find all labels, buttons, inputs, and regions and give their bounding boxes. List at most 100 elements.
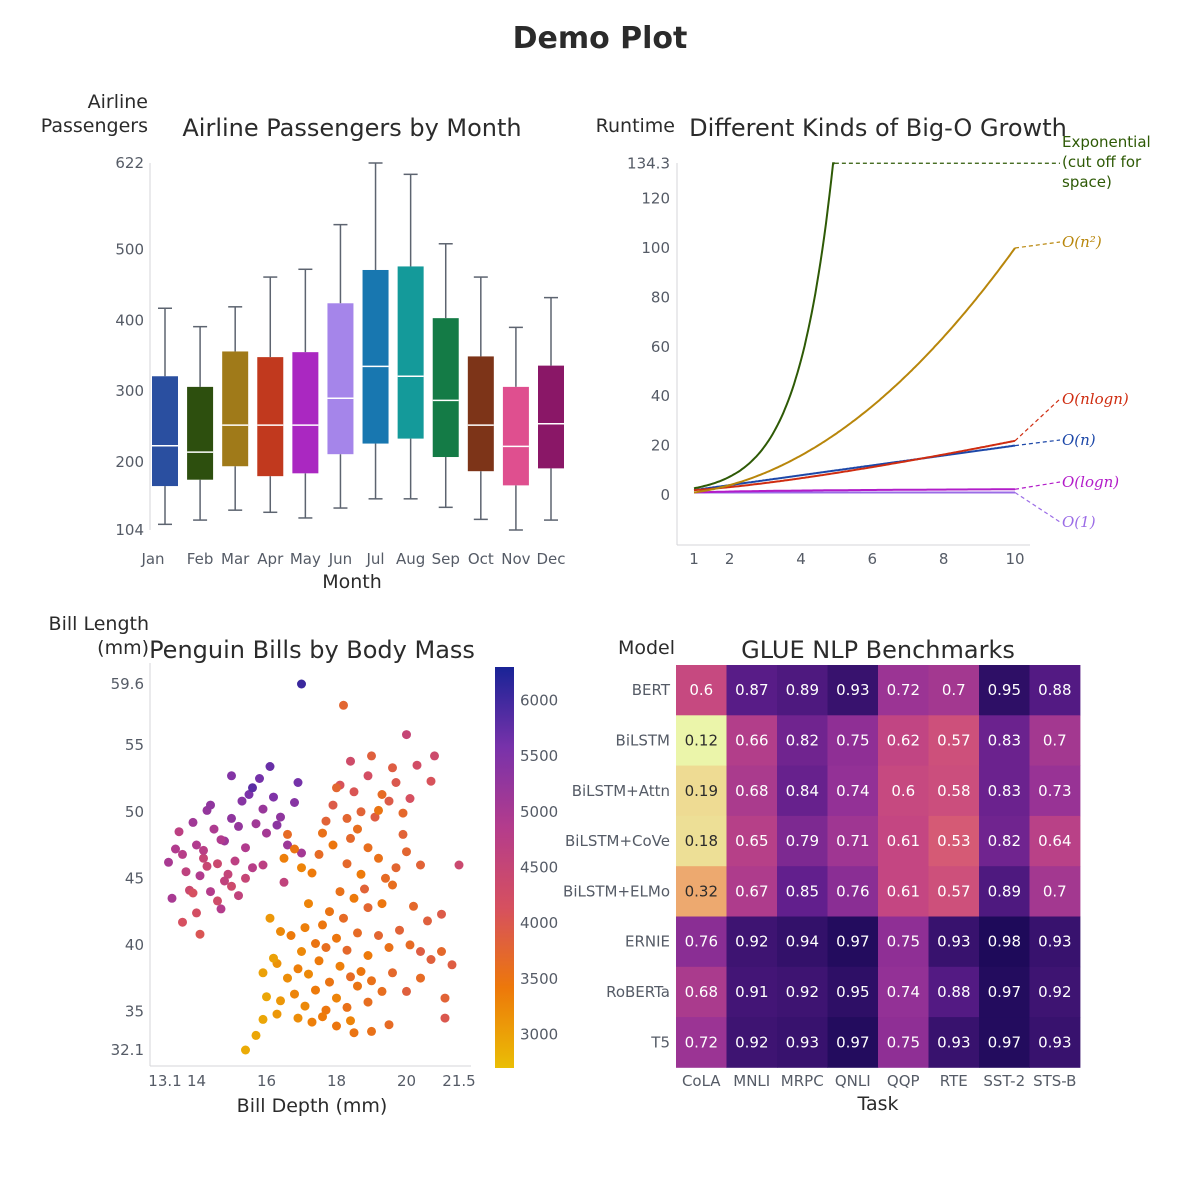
data-point bbox=[430, 751, 439, 761]
heatmap-cell bbox=[726, 715, 778, 766]
heatmap-cell bbox=[878, 1017, 929, 1068]
cell-value: 0.83 bbox=[988, 731, 1021, 749]
heatmap-cell bbox=[726, 1017, 778, 1068]
heatmap-cell bbox=[726, 665, 778, 716]
data-point bbox=[402, 730, 411, 740]
heatmap-cell bbox=[676, 665, 727, 716]
heatmap-cell bbox=[928, 1017, 980, 1068]
box-may bbox=[292, 352, 319, 474]
data-point bbox=[339, 700, 348, 710]
cell-value: 0.58 bbox=[937, 782, 970, 800]
data-point bbox=[388, 763, 397, 773]
row-label: BERT bbox=[632, 681, 671, 699]
data-point bbox=[356, 967, 366, 976]
y-tick-label: 622 bbox=[115, 154, 144, 172]
heatmap-cell bbox=[928, 765, 980, 817]
heatmap-cell bbox=[1029, 916, 1081, 968]
x-axis-label: Month bbox=[322, 571, 382, 593]
x-axis-label: Bill Depth (mm) bbox=[237, 1095, 388, 1117]
data-point bbox=[297, 848, 306, 858]
data-point bbox=[342, 813, 352, 823]
data-point bbox=[293, 778, 303, 787]
cell-value: 0.68 bbox=[685, 983, 718, 1001]
data-point bbox=[258, 860, 268, 870]
cell-value: 0.92 bbox=[735, 933, 768, 951]
heatmap-cell bbox=[878, 765, 929, 817]
heatmap-cell bbox=[676, 765, 727, 817]
data-point bbox=[437, 909, 446, 919]
y-tick-label: 60 bbox=[651, 338, 670, 356]
y-tick-label: 200 bbox=[115, 453, 144, 471]
heatmap-cell bbox=[878, 916, 929, 968]
data-point bbox=[426, 776, 436, 786]
data-point bbox=[381, 873, 390, 883]
y-tick-label: 0 bbox=[660, 486, 670, 504]
heatmap-cell bbox=[928, 715, 980, 766]
cell-value: 0.93 bbox=[786, 1033, 819, 1051]
cell-value: 0.73 bbox=[1038, 782, 1071, 800]
cell-value: 0.98 bbox=[988, 933, 1021, 951]
heatmap-cell bbox=[777, 916, 828, 968]
cell-value: 0.93 bbox=[1038, 933, 1071, 951]
data-point bbox=[199, 853, 208, 863]
data-point bbox=[293, 964, 303, 974]
data-point bbox=[409, 901, 418, 911]
heatmap-cell bbox=[1029, 665, 1081, 716]
data-point bbox=[227, 771, 236, 781]
column-label: MNLI bbox=[733, 1072, 770, 1090]
series-label-leader bbox=[1014, 492, 1061, 523]
x-axis-label: Task bbox=[856, 1093, 898, 1115]
heatmap-cell bbox=[979, 866, 1030, 917]
cell-value: 0.75 bbox=[887, 933, 920, 951]
heatmap-cell bbox=[676, 916, 727, 968]
data-point bbox=[234, 891, 243, 901]
x-tick-label: 10 bbox=[1005, 550, 1024, 568]
colorbar-tick-label: 5000 bbox=[520, 803, 558, 821]
y-tick-label: 40 bbox=[651, 387, 670, 405]
row-label: BiLSTM bbox=[616, 731, 670, 749]
data-point bbox=[349, 1028, 359, 1038]
data-point bbox=[213, 896, 222, 906]
data-point bbox=[349, 893, 359, 903]
y-tick-label: 104 bbox=[115, 521, 144, 539]
data-point bbox=[402, 847, 411, 857]
data-point bbox=[332, 783, 341, 793]
heatmap-cell bbox=[979, 765, 1030, 817]
data-point bbox=[304, 969, 313, 979]
data-point bbox=[311, 939, 320, 948]
cell-value: 0.92 bbox=[735, 1033, 768, 1051]
series-label-leader bbox=[1014, 241, 1061, 249]
data-point bbox=[307, 1017, 317, 1027]
cell-value: 0.93 bbox=[1038, 1033, 1071, 1051]
cell-value: 0.82 bbox=[786, 731, 819, 749]
data-point bbox=[367, 976, 376, 986]
row-label: T5 bbox=[650, 1033, 670, 1051]
cell-value: 0.83 bbox=[988, 782, 1021, 800]
data-point bbox=[223, 869, 233, 879]
box-jun bbox=[327, 303, 354, 455]
data-point bbox=[353, 824, 362, 834]
data-point bbox=[384, 1020, 394, 1030]
data-point bbox=[342, 859, 352, 869]
cell-value: 0.61 bbox=[887, 882, 920, 900]
data-point bbox=[332, 1021, 341, 1031]
data-point bbox=[314, 956, 324, 966]
y-tick-label: 45 bbox=[125, 869, 144, 887]
y-tick-label: 80 bbox=[651, 288, 670, 306]
chart-title: Airline Passengers by Month bbox=[182, 114, 521, 142]
series-line-square bbox=[693, 247, 1016, 494]
y-axis-label: Runtime bbox=[596, 115, 675, 137]
cell-value: 0.7 bbox=[942, 681, 966, 699]
cell-value: 0.75 bbox=[836, 731, 869, 749]
data-point bbox=[398, 808, 408, 818]
cell-value: 0.57 bbox=[937, 882, 970, 900]
heatmap-cell bbox=[979, 966, 1030, 1018]
series-line-linear bbox=[693, 444, 1016, 492]
data-point bbox=[412, 760, 422, 770]
cell-value: 0.68 bbox=[735, 782, 768, 800]
chart-title: GLUE NLP Benchmarks bbox=[741, 636, 1015, 664]
data-point bbox=[342, 1002, 352, 1012]
data-point bbox=[290, 798, 299, 807]
data-point bbox=[346, 1016, 355, 1026]
x-tick-label: 1 bbox=[689, 550, 699, 568]
